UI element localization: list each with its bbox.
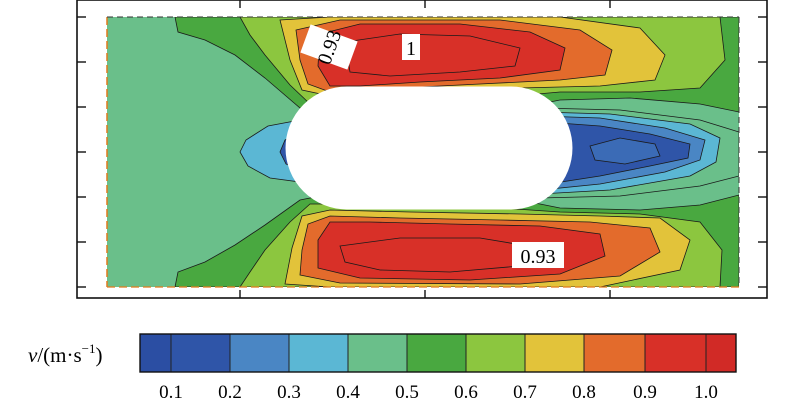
colorbar-tick-label: 0.3 — [277, 382, 301, 403]
colorbar-tick-label: 0.4 — [336, 382, 360, 403]
frame-ticks — [77, 0, 767, 298]
colorbar-label-var: v — [28, 343, 38, 367]
colorbar-bin — [139, 333, 172, 373]
contour-line-top-inner — [344, 33, 521, 77]
colorbar-tick-label: 0.9 — [633, 382, 657, 403]
colorbar-bin — [288, 333, 349, 373]
contour-line-right-inner — [589, 137, 661, 165]
colorbar-tick-label: 0.7 — [513, 382, 537, 403]
colorbar-bin — [170, 333, 231, 373]
colorbar-bin — [406, 333, 467, 373]
contour-band-left-0.4 — [239, 119, 301, 183]
colorbar-bin — [644, 333, 707, 373]
colorbar-tick-label: 0.8 — [572, 382, 596, 403]
colorbar-tick-label: 0.6 — [454, 382, 478, 403]
contour-band-top-1.0 — [317, 23, 566, 87]
contour-label-text-1: 1 — [406, 38, 416, 60]
contour-field — [107, 17, 739, 287]
colorbar-label-exp: −1 — [82, 341, 96, 356]
colorbar-bin — [229, 333, 290, 373]
contour-label-0.93-top: 0.93 — [300, 24, 358, 70]
colorbar-tick-label: 0.1 — [159, 382, 183, 403]
contour-label-0.93-bottom: 0.93 — [512, 242, 564, 268]
colorbar: 0.1 0.2 0.3 0.4 0.5 0.6 0.7 0.8 0.9 1.0 — [139, 333, 737, 403]
colorbar-tick-label: 1.0 — [694, 382, 718, 403]
contour-label-text-bottom: 0.93 — [521, 246, 556, 268]
colorbar-tick-label: 0.5 — [395, 382, 419, 403]
colorbar-frame — [139, 333, 737, 373]
colorbar-bin — [465, 333, 526, 373]
colorbar-label-close: ) — [96, 343, 103, 367]
colorbar-bin — [347, 333, 408, 373]
colorbar-bin — [583, 333, 646, 373]
colorbar-label: v/(m·s−1) — [28, 341, 103, 367]
colorbar-tick-label: 0.2 — [218, 382, 242, 403]
colorbar-bin — [524, 333, 585, 373]
colorbar-label-unit: /(m·s — [37, 343, 81, 367]
obstacle-body — [285, 86, 573, 210]
colorbar-bin — [705, 333, 737, 373]
contour-label-1: 1 — [402, 34, 420, 60]
